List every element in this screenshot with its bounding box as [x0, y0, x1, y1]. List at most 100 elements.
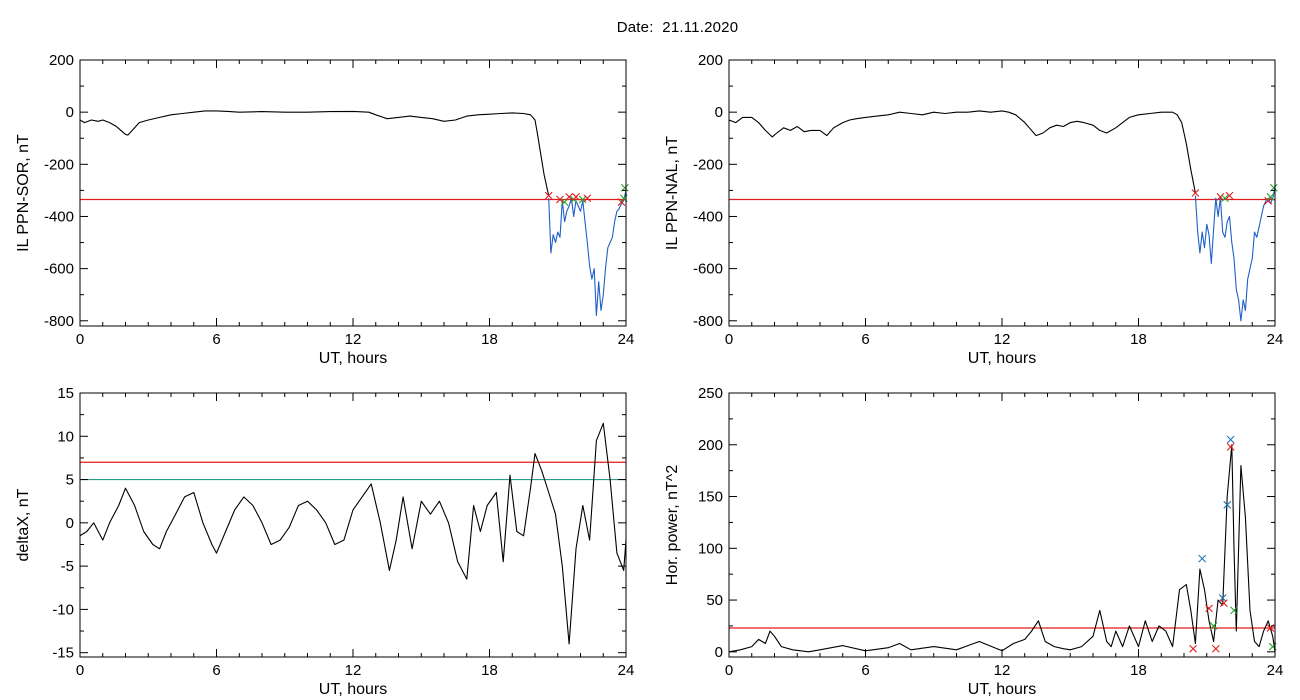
x-marker-stroke [544, 191, 553, 200]
y-tick-label: 0 [715, 104, 723, 121]
x-marker [578, 195, 587, 204]
y-tick-label: -15 [52, 645, 74, 662]
x-tick-label: 18 [481, 662, 498, 679]
x-marker [1266, 193, 1275, 201]
x-marker [1191, 189, 1200, 197]
x-marker [1225, 191, 1234, 200]
y-axis-label: deltaX, nT [15, 488, 32, 561]
x-axis-label: UT, hours [319, 350, 387, 367]
data-series-line [80, 422, 626, 645]
x-tick-label: 12 [345, 662, 362, 679]
x-tick-label: 6 [861, 331, 869, 348]
x-marker-stroke [1211, 644, 1220, 653]
x-axis-label: UT, hours [968, 681, 1036, 698]
x-tick-label: 12 [994, 331, 1011, 348]
y-tick-label: -800 [44, 313, 74, 330]
x-marker-stroke [1221, 194, 1229, 203]
y-tick-label: 150 [698, 489, 723, 506]
x-marker-stroke [1266, 193, 1275, 201]
data-series-line [80, 110, 550, 196]
x-marker-stroke [1226, 435, 1235, 444]
x-marker [544, 191, 553, 200]
y-tick-label: -800 [693, 313, 723, 330]
x-tick-label: 0 [76, 331, 84, 348]
y-tick-label: 0 [66, 104, 74, 121]
x-marker-stroke [617, 198, 626, 207]
y-tick-label: -600 [693, 261, 723, 278]
data-series-line [1194, 187, 1275, 322]
y-tick-label: -200 [44, 156, 74, 173]
y-tick-label: 200 [698, 437, 723, 454]
x-marker [556, 195, 564, 204]
x-marker-stroke [572, 193, 580, 201]
x-marker-stroke [578, 195, 587, 204]
x-marker-stroke [1216, 193, 1225, 201]
x-marker-stroke [1189, 644, 1197, 653]
x-marker [572, 193, 580, 201]
x-marker-stroke [556, 195, 564, 204]
x-tick-label: 18 [1130, 662, 1147, 679]
y-tick-label: -200 [693, 156, 723, 173]
plot-frame [728, 392, 1276, 658]
y-tick-label: 100 [698, 540, 723, 557]
y-tick-label: -400 [44, 208, 74, 225]
x-tick-label: 0 [725, 662, 733, 679]
x-tick-label: 0 [76, 662, 84, 679]
x-marker [1209, 622, 1218, 630]
x-marker-stroke [583, 194, 592, 203]
y-tick-label: -400 [693, 208, 723, 225]
x-marker [1221, 194, 1229, 203]
plot-frame [728, 59, 1276, 327]
x-tick-label: 18 [481, 331, 498, 348]
plot-frame [79, 392, 627, 658]
y-tick-label: 15 [57, 385, 74, 402]
x-marker [1205, 604, 1213, 613]
x-marker [1264, 196, 1273, 205]
x-marker [1219, 599, 1228, 608]
page-title: Date: 21.11.2020 [616, 19, 739, 36]
x-tick-label: 18 [1130, 331, 1147, 348]
x-axis-label: UT, hours [319, 681, 387, 698]
x-marker [1226, 435, 1235, 444]
y-tick-label: 250 [698, 385, 723, 402]
data-series-line [729, 110, 1196, 194]
chart-panel-3: 0 6 12 18 24 15 10 5 0 -5 -10 -15 UT, hours deltaX, n… [15, 385, 634, 698]
y-tick-label: 0 [715, 644, 723, 661]
x-tick-label: 24 [618, 662, 635, 679]
chart-panel-2: 0 6 12 18 24 200 0 -200 -400 -600 -800 UT, hours IL … [664, 52, 1283, 367]
x-marker-stroke [1219, 599, 1228, 608]
x-tick-label: 24 [1267, 331, 1284, 348]
x-marker [1211, 644, 1220, 653]
x-marker-stroke [1223, 500, 1232, 509]
x-marker [583, 194, 592, 203]
y-axis-label: IL PPN-NAL, nT [664, 136, 681, 250]
chart-panel-4: 0 6 12 18 24 250 200 150 100 50 0 UT, hours Hor. pow… [664, 385, 1283, 698]
x-tick-label: 6 [212, 662, 220, 679]
x-marker [1216, 193, 1225, 201]
x-tick-label: 12 [994, 662, 1011, 679]
x-tick-label: 12 [345, 331, 362, 348]
y-tick-label: -10 [52, 601, 74, 618]
x-marker-stroke [1198, 554, 1207, 563]
x-marker-stroke [1209, 622, 1218, 630]
y-tick-label: 50 [706, 592, 723, 609]
y-tick-label: 5 [66, 472, 74, 489]
x-marker [1198, 554, 1207, 563]
x-marker [1230, 606, 1238, 615]
x-marker-stroke [1226, 442, 1235, 451]
y-axis-label: Hor. power, nT^2 [664, 465, 681, 586]
y-tick-label: 0 [66, 515, 74, 532]
x-marker [617, 198, 626, 207]
x-marker [1226, 442, 1235, 451]
x-marker-stroke [1191, 189, 1200, 197]
x-marker [1189, 644, 1197, 653]
data-series-line [548, 190, 626, 317]
plot-frame [79, 59, 627, 327]
y-tick-label: -5 [61, 558, 74, 575]
x-tick-label: 24 [1267, 662, 1284, 679]
x-marker-stroke [1205, 604, 1213, 613]
x-marker-stroke [1264, 196, 1273, 205]
y-tick-label: 200 [698, 52, 723, 69]
x-marker-stroke [1225, 191, 1234, 200]
